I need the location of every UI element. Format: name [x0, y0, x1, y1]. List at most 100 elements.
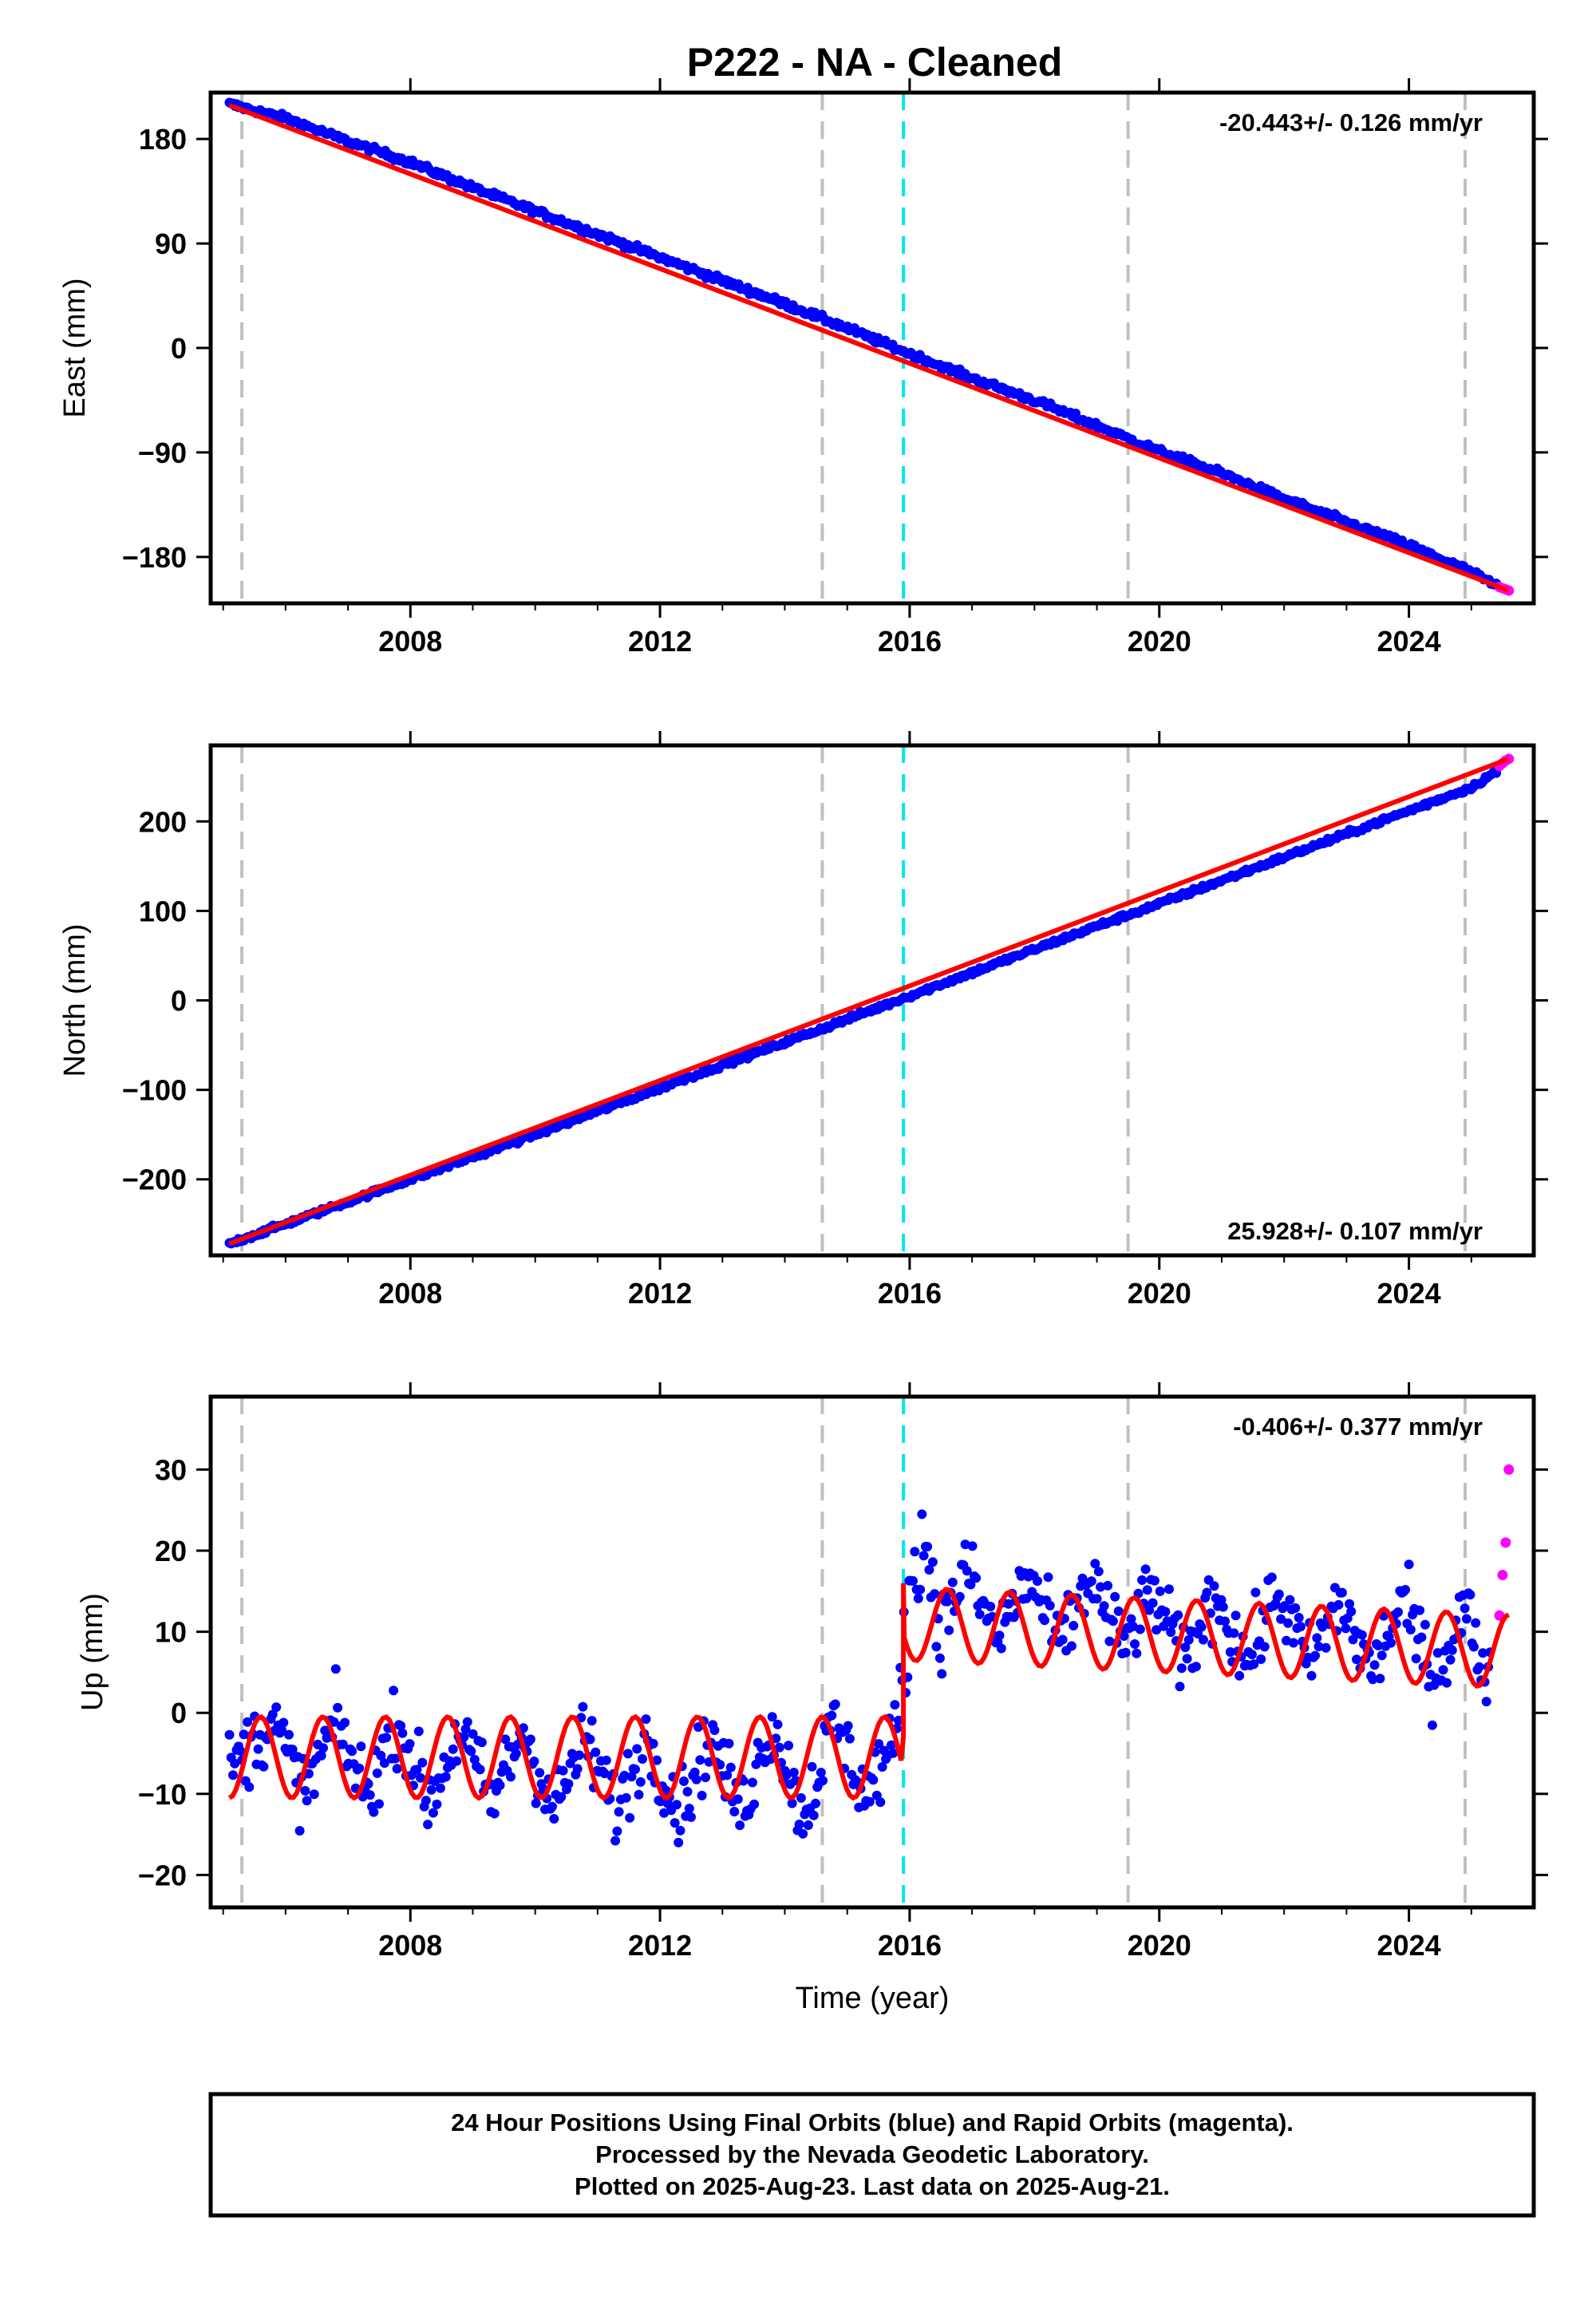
data-point	[1180, 1642, 1191, 1653]
data-point	[1416, 1632, 1427, 1642]
x-tick-label: 2012	[628, 625, 692, 658]
data-point	[1086, 1576, 1096, 1587]
data-point	[788, 1768, 799, 1777]
x-tick-label: 2016	[878, 1277, 942, 1310]
data-point	[591, 1747, 601, 1757]
data-point	[1341, 1623, 1351, 1634]
model-curve	[228, 757, 1510, 1247]
data-point	[808, 1810, 819, 1820]
data-point	[294, 1826, 305, 1836]
data-point	[682, 1787, 693, 1796]
data-point	[641, 1714, 651, 1725]
data-point	[954, 1591, 965, 1602]
data-point	[844, 1733, 855, 1744]
data-point	[638, 1754, 647, 1764]
data-point	[1281, 1635, 1291, 1646]
north-panel: 2008 2012 2016 2020 2024 200 100 0 −100 −200 North…	[58, 731, 1548, 1310]
data-point	[253, 1744, 263, 1754]
data-point	[284, 1729, 294, 1740]
x-tick-label: 2020	[1128, 625, 1191, 658]
data-point	[781, 1770, 792, 1780]
data-point	[224, 1729, 235, 1740]
data-point	[747, 1777, 757, 1788]
x-axis-label: Time (year)	[796, 1982, 950, 2015]
y-tick-label: 100	[139, 895, 187, 927]
data-point	[994, 1630, 1005, 1641]
data-point	[724, 1738, 734, 1749]
data-point	[392, 1764, 402, 1774]
data-point	[1198, 1634, 1208, 1645]
data-point	[1152, 1625, 1162, 1635]
data-point	[428, 1808, 438, 1818]
data-point	[316, 1750, 326, 1761]
data-point	[691, 1774, 701, 1784]
data-point	[1033, 1576, 1042, 1587]
y-tick-label: −200	[122, 1164, 187, 1196]
data-point	[937, 1669, 947, 1679]
data-point	[1474, 1662, 1484, 1672]
data-point	[432, 1799, 442, 1809]
data-point	[302, 1796, 312, 1806]
data-point	[354, 1763, 365, 1773]
data-point	[459, 1732, 469, 1742]
footer-border	[208, 2092, 1536, 2218]
data-point	[1176, 1663, 1187, 1674]
data-point	[1231, 1611, 1241, 1621]
data-point	[722, 1770, 733, 1780]
y-tick-label: 30	[155, 1453, 187, 1486]
data-point	[630, 1765, 640, 1774]
data-point	[894, 1715, 903, 1725]
data-point	[500, 1734, 511, 1745]
data-point	[917, 1509, 927, 1520]
data-point	[1274, 1589, 1284, 1599]
data-point	[340, 1717, 350, 1728]
data-point	[767, 1712, 777, 1722]
model-curve	[227, 1583, 1511, 1801]
y-tick-label: 200	[139, 805, 187, 838]
data-point	[610, 1836, 621, 1846]
data-point	[1337, 1587, 1347, 1598]
data-point	[962, 1566, 972, 1576]
data-point	[1140, 1564, 1151, 1575]
data-point	[689, 1767, 700, 1777]
x-tick-label: 2012	[628, 1277, 692, 1310]
data-point	[1427, 1720, 1437, 1730]
data-point	[239, 1729, 249, 1740]
data-point	[318, 1743, 328, 1753]
data-point	[648, 1738, 658, 1749]
data-point	[259, 1761, 269, 1772]
data-point	[1209, 1581, 1219, 1591]
data-point	[1120, 1647, 1131, 1658]
data-point	[908, 1575, 918, 1586]
data-point	[1246, 1650, 1257, 1660]
data-point	[1128, 1622, 1138, 1631]
data-point	[931, 1642, 942, 1652]
data-point	[675, 1825, 685, 1836]
data-point	[1183, 1634, 1194, 1645]
data-point	[1108, 1616, 1118, 1626]
data-point	[614, 1807, 624, 1817]
y-tick-label: 0	[171, 1697, 187, 1729]
data-point	[1310, 1650, 1320, 1661]
data-point	[1057, 1634, 1068, 1645]
data-point	[1220, 1616, 1230, 1626]
footer-line-1: 24 Hour Positions Using Final Orbits (bl…	[451, 2109, 1294, 2136]
y-tick-label: 20	[155, 1535, 187, 1567]
y-tick-label: −90	[138, 437, 187, 469]
data-point	[922, 1542, 933, 1551]
data-point	[735, 1820, 745, 1831]
data-point	[426, 1784, 437, 1795]
figure-title: P222 - NA - Cleaned	[687, 40, 1063, 85]
rapid-orbit-point	[1503, 1464, 1515, 1475]
data-point	[389, 1686, 399, 1696]
data-point	[440, 1772, 451, 1782]
up-panel: 2008 2012 2016 2020 2024 30 20 10 0 −10 −20 Up (mm)…	[76, 1382, 1548, 2015]
data-point	[1069, 1621, 1079, 1630]
data-point	[1357, 1630, 1367, 1640]
data-point	[435, 1783, 445, 1793]
data-point	[1369, 1660, 1380, 1670]
data-point	[803, 1820, 813, 1830]
data-point	[1043, 1572, 1053, 1583]
data-point	[626, 1772, 637, 1782]
x-tick-label: 2020	[1128, 1929, 1191, 1962]
